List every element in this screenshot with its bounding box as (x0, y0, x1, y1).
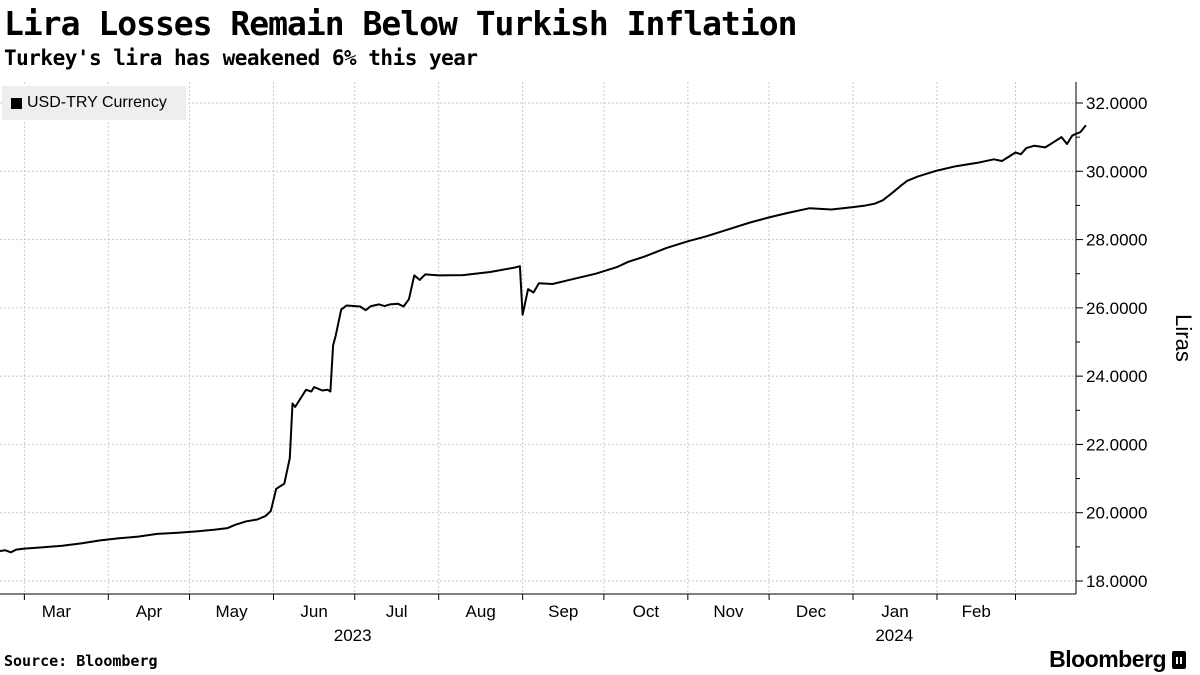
x-tick-label: Feb (962, 602, 991, 621)
x-year-label: 2024 (875, 626, 913, 645)
bloomberg-terminal-icon (1172, 651, 1186, 669)
y-tick-label: 18.0000 (1086, 572, 1147, 591)
x-tick-label: Dec (796, 602, 827, 621)
x-tick-label: May (215, 602, 248, 621)
y-axis-label: Liras (1171, 314, 1196, 362)
x-tick-label: Oct (633, 602, 660, 621)
y-tick-label: 22.0000 (1086, 435, 1147, 454)
x-tick-label: Jan (881, 602, 908, 621)
chart-title: Lira Losses Remain Below Turkish Inflati… (4, 4, 797, 43)
series-line-usd-try (0, 124, 1087, 554)
y-tick-label: 20.0000 (1086, 504, 1147, 523)
y-tick-label: 30.0000 (1086, 162, 1147, 181)
x-tick-label: Jul (386, 602, 408, 621)
x-tick-label: Apr (136, 602, 163, 621)
y-tick-label: 28.0000 (1086, 231, 1147, 250)
y-axis: 32.0000 30.0000 28.0000 26.0000 24.0000 22.00… (1075, 82, 1147, 594)
series-group (0, 124, 1087, 554)
x-tick-label: Sep (548, 602, 578, 621)
x-tick-label: Aug (466, 602, 496, 621)
legend-label: USD-TRY Currency (27, 94, 167, 111)
y-tick-label: 24.0000 (1086, 367, 1147, 386)
x-tick-label: Mar (42, 602, 72, 621)
y-tick-label: 26.0000 (1086, 299, 1147, 318)
x-tick-label: Jun (300, 602, 327, 621)
source-note: Source: Bloomberg (4, 652, 158, 670)
legend: USD-TRY Currency (2, 86, 186, 120)
brand-logo: Bloomberg (1049, 646, 1166, 672)
grid-lines (0, 82, 1076, 594)
y-tick-label: 32.0000 (1086, 94, 1147, 113)
x-axis: Mar Apr May Jun Jul Aug Sep Oct Nov Dec Jan Feb 2023… (0, 593, 1076, 645)
x-year-label: 2023 (334, 626, 372, 645)
chart-subtitle: Turkey's lira has weakened 6% this year (4, 46, 478, 70)
legend-swatch (11, 97, 22, 109)
x-tick-label: Nov (713, 602, 744, 621)
